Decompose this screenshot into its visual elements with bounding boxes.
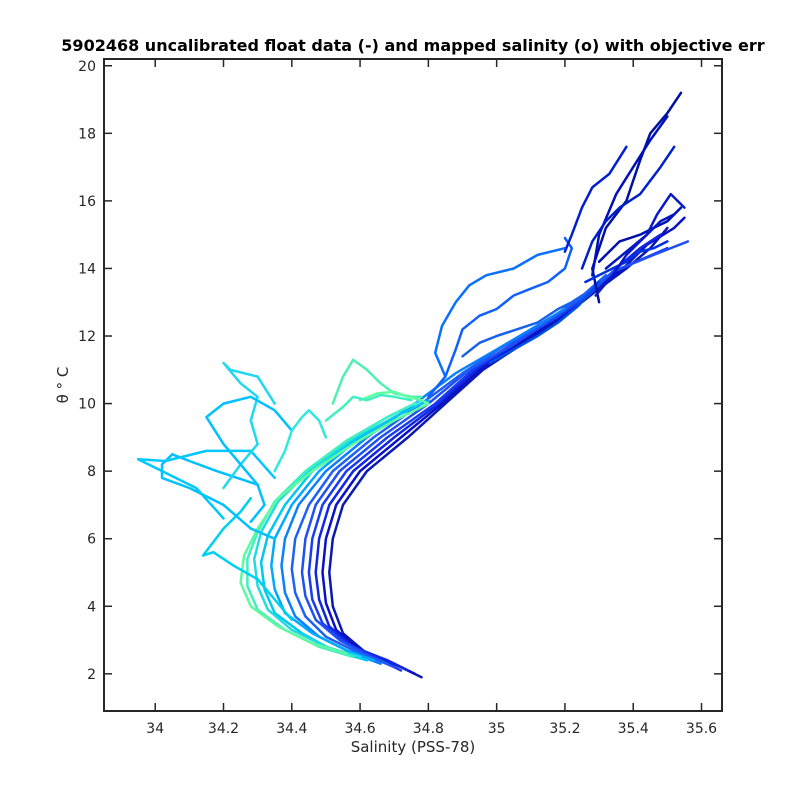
y-tick-label: 20 [78,59,96,75]
x-tick-label: 34.6 [344,721,375,737]
y-tick-label: 18 [78,126,96,142]
series-line [273,409,328,473]
series-line [591,115,669,277]
chart-title: 5902468 uncalibrated float data (-) and … [61,36,764,55]
series-line [239,402,430,655]
x-tick-label: 34 [146,721,164,737]
y-tick-label: 10 [78,397,96,413]
y-tick-label: 16 [78,194,96,210]
series-line [594,192,686,297]
y-axis-label: θ ° C [54,367,72,404]
series-line [205,395,294,524]
series-layer [136,91,690,679]
series-line [461,294,584,358]
x-tick-label: 34.2 [208,721,239,737]
series-line [280,307,567,665]
series-line [597,206,683,263]
y-tick-label: 4 [87,599,96,615]
x-tick-label: 35.2 [549,721,580,737]
plot-frame [103,58,723,712]
x-axis: 34 34.2 34.4 34.6 34.8 35 35.2 35.4 35.6 [146,59,717,737]
x-tick-label: 34.8 [413,721,444,737]
series-line [427,236,574,399]
x-axis-label: Salinity (PSS-78) [351,738,476,756]
x-tick-label: 34.4 [276,721,307,737]
y-tick-label: 2 [87,667,96,683]
plot-background [104,59,722,711]
series-line [252,398,423,659]
series-line [580,145,676,270]
x-tick-label: 35.4 [618,721,649,737]
series-line [324,393,413,422]
y-axis: 2 4 6 8 10 12 14 16 18 20 [78,59,722,683]
y-tick-label: 12 [78,329,96,345]
series-line [584,240,669,284]
series-line [358,390,430,405]
series-line [563,145,628,253]
y-tick-label: 6 [87,532,96,548]
y-tick-label: 8 [87,464,96,480]
y-tick-label: 14 [78,261,96,277]
series-line [433,246,567,378]
series-line [222,361,276,490]
series-line [201,496,294,622]
x-tick-label: 35.6 [686,721,717,737]
series-line [307,246,669,672]
x-tick-label: 35 [488,721,506,737]
series-line [488,280,601,365]
